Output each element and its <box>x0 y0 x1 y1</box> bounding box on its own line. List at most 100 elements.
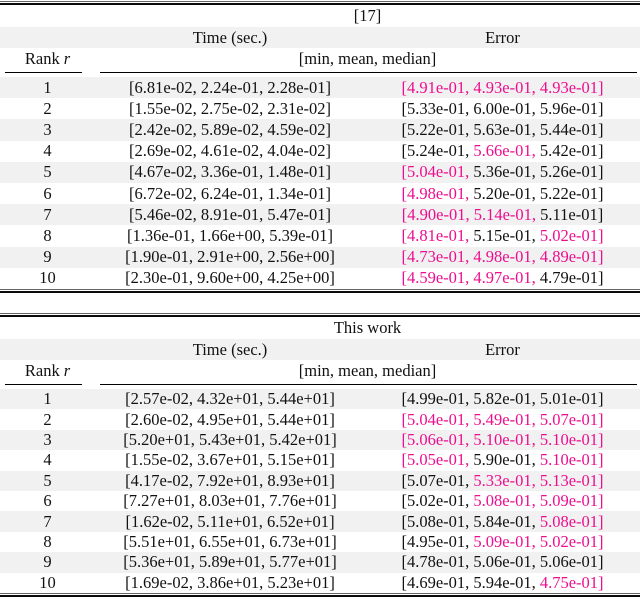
rank-cell: 8 <box>43 226 52 246</box>
value-text: 5.20e-01 <box>473 183 532 203</box>
time-cell: [1.90e-01, 2.91e+00, 2.56e+00] <box>95 247 365 267</box>
value-text: 1.90e-01 <box>130 247 189 267</box>
value-text: 5.39e-01 <box>269 226 328 246</box>
value-text: 1.66e+00 <box>198 226 261 246</box>
value-text: , <box>531 226 540 246</box>
value-text: 2.75e-02 <box>200 98 260 118</box>
value-text: 2.56e+00 <box>267 247 330 267</box>
error-cell: [4.69e-01, 5.94e-01, 4.75e-01] <box>365 573 640 593</box>
value-text: 4.78e-01 <box>406 552 466 572</box>
value-text: 3.36e-01 <box>200 162 260 182</box>
table-row: 8 [5.51e+01, 6.55e+01, 6.73e+01] [4.95e-… <box>0 532 640 552</box>
value-text: , <box>259 141 268 161</box>
value-text: , <box>465 120 474 139</box>
error-cell: [5.04e-01, 5.49e-01, 5.07e-01] <box>365 410 640 430</box>
value-text: 5.44e+01 <box>267 409 330 429</box>
value-text: , <box>465 226 474 246</box>
value-text: ] <box>331 430 337 450</box>
time-cell: [1.55e-02, 2.75e-02, 2.31e-02] <box>95 99 365 119</box>
value-text: 5.08e-01 <box>539 511 599 531</box>
value-text: [ <box>401 491 407 511</box>
value-text: , <box>258 511 268 531</box>
value-text: 1.55e-02 <box>130 450 189 470</box>
value-text: [ <box>401 120 407 139</box>
value-text: 7.27e+01 <box>128 491 191 511</box>
value-text: , <box>192 183 201 203</box>
value-text: 4.93e-01 <box>539 77 599 97</box>
rank-cell: 6 <box>43 183 52 203</box>
value-text: ] <box>598 162 604 182</box>
subheader-row: Rank r [min, mean, median] <box>0 48 640 70</box>
value-text: [ <box>401 77 407 97</box>
rank-cell: 8 <box>43 532 52 552</box>
table-ref17: [17] Time (sec.) Error Rank r [min, mean,… <box>0 1 640 293</box>
value-text: ] <box>598 430 604 450</box>
value-text: 5.11e-01 <box>540 204 598 224</box>
value-text: , <box>259 268 268 288</box>
time-cell: [7.27e+01, 8.03e+01, 7.76e+01] <box>95 491 365 511</box>
value-text: [ <box>401 247 407 267</box>
rank-cell: 5 <box>43 470 52 490</box>
value-text: 5.05e-01 <box>406 450 466 470</box>
rank-cell: 6 <box>43 491 52 511</box>
rank-cell: 2 <box>43 98 52 118</box>
rank-cell: 4 <box>43 450 52 470</box>
value-text: , <box>259 450 268 470</box>
value-text: 6.24e-01 <box>200 183 260 203</box>
value-text: , <box>192 204 201 224</box>
value-text: 6.00e-01 <box>473 98 532 118</box>
value-text: [ <box>128 120 135 139</box>
error-cell: [5.04e-01, 5.36e-01, 5.26e-01] <box>365 162 640 182</box>
value-text: [ <box>128 162 135 182</box>
value-text: ] <box>325 120 332 139</box>
error-cell: [4.98e-01, 5.20e-01, 5.22e-01] <box>365 184 640 204</box>
value-text: ] <box>598 572 604 592</box>
value-text: , <box>259 247 268 267</box>
value-text: 1.36e-01 <box>132 226 191 246</box>
rank-mid-rule <box>5 72 82 73</box>
value-text: 5.36e-01 <box>473 162 532 182</box>
value-text: ] <box>598 77 604 97</box>
value-text: 4.93e-01 <box>473 77 532 97</box>
value-text: , <box>465 409 474 429</box>
value-text: [ <box>125 511 131 531</box>
value-text: 4.98e-01 <box>473 247 532 267</box>
rank-column-header: Rank r <box>24 49 71 68</box>
error-cell: [4.90e-01, 5.14e-01, 5.11e-01] <box>365 205 640 225</box>
rank-cell: 3 <box>43 120 52 139</box>
table-top-rule <box>0 1 640 5</box>
time-cell: [2.60e-02, 4.95e+01, 5.44e+01] <box>95 410 365 430</box>
value-text: 4.91e-01 <box>406 77 466 97</box>
error-cell: [5.07e-01, 5.33e-01, 5.13e-01] <box>365 471 640 491</box>
value-text: 6.55e+01 <box>198 532 261 552</box>
value-text: ] <box>598 98 604 118</box>
value-text: , <box>531 268 540 288</box>
value-text: ] <box>325 204 332 224</box>
error-cell: [4.59e-01, 4.97e-01, 4.79e-01] <box>365 268 640 288</box>
value-text: , <box>192 98 201 118</box>
value-text: 4.32e+01 <box>197 389 260 409</box>
time-cell: [1.62e-02, 5.11e+01, 6.52e+01] <box>95 512 365 532</box>
value-text: [ <box>401 450 407 470</box>
rank-column-header: Rank r <box>24 361 71 380</box>
value-text: [ <box>127 226 133 246</box>
value-text: ] <box>598 226 604 246</box>
rank-cell: 1 <box>43 77 52 97</box>
value-text: , <box>531 532 540 552</box>
value-text: 5.33e-01 <box>406 98 466 118</box>
value-text: 5.51e+01 <box>128 532 191 552</box>
error-cell: [5.05e-01, 5.90e-01, 5.10e-01] <box>365 450 640 470</box>
error-cell: [5.33e-01, 6.00e-01, 5.96e-01] <box>365 99 640 119</box>
value-text: 2.69e-02 <box>134 141 193 161</box>
value-text: 8.93e+01 <box>267 470 330 490</box>
value-text: [ <box>125 470 131 490</box>
mid-rules <box>0 382 640 389</box>
value-text: , <box>192 120 201 139</box>
value-text: [ <box>123 532 129 552</box>
value-text: 5.10e-01 <box>473 430 532 450</box>
value-text: , <box>192 141 201 161</box>
value-text: ] <box>598 409 604 429</box>
value-text: ] <box>598 511 604 531</box>
table-row: 2 [2.60e-02, 4.95e+01, 5.44e+01] [5.04e-… <box>0 409 640 429</box>
value-text: , <box>531 77 540 97</box>
